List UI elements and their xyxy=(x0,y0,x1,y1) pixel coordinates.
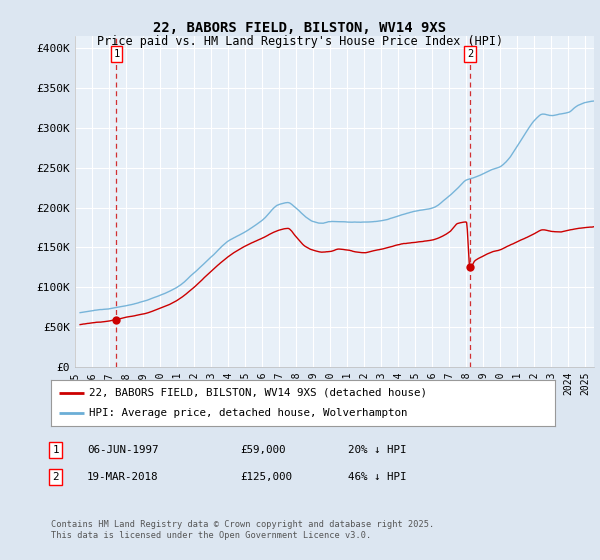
Text: HPI: Average price, detached house, Wolverhampton: HPI: Average price, detached house, Wolv… xyxy=(89,408,407,418)
Text: 06-JUN-1997: 06-JUN-1997 xyxy=(87,445,158,455)
Text: 19-MAR-2018: 19-MAR-2018 xyxy=(87,472,158,482)
Text: £125,000: £125,000 xyxy=(240,472,292,482)
Text: 2: 2 xyxy=(467,49,473,59)
Text: Contains HM Land Registry data © Crown copyright and database right 2025.
This d: Contains HM Land Registry data © Crown c… xyxy=(51,520,434,540)
Text: 22, BABORS FIELD, BILSTON, WV14 9XS: 22, BABORS FIELD, BILSTON, WV14 9XS xyxy=(154,21,446,35)
Text: Price paid vs. HM Land Registry's House Price Index (HPI): Price paid vs. HM Land Registry's House … xyxy=(97,35,503,48)
Text: 22, BABORS FIELD, BILSTON, WV14 9XS (detached house): 22, BABORS FIELD, BILSTON, WV14 9XS (det… xyxy=(89,388,427,398)
Text: £59,000: £59,000 xyxy=(240,445,286,455)
Text: 2: 2 xyxy=(52,472,59,482)
Text: 46% ↓ HPI: 46% ↓ HPI xyxy=(348,472,407,482)
Text: 20% ↓ HPI: 20% ↓ HPI xyxy=(348,445,407,455)
Text: 1: 1 xyxy=(52,445,59,455)
Text: 1: 1 xyxy=(113,49,119,59)
